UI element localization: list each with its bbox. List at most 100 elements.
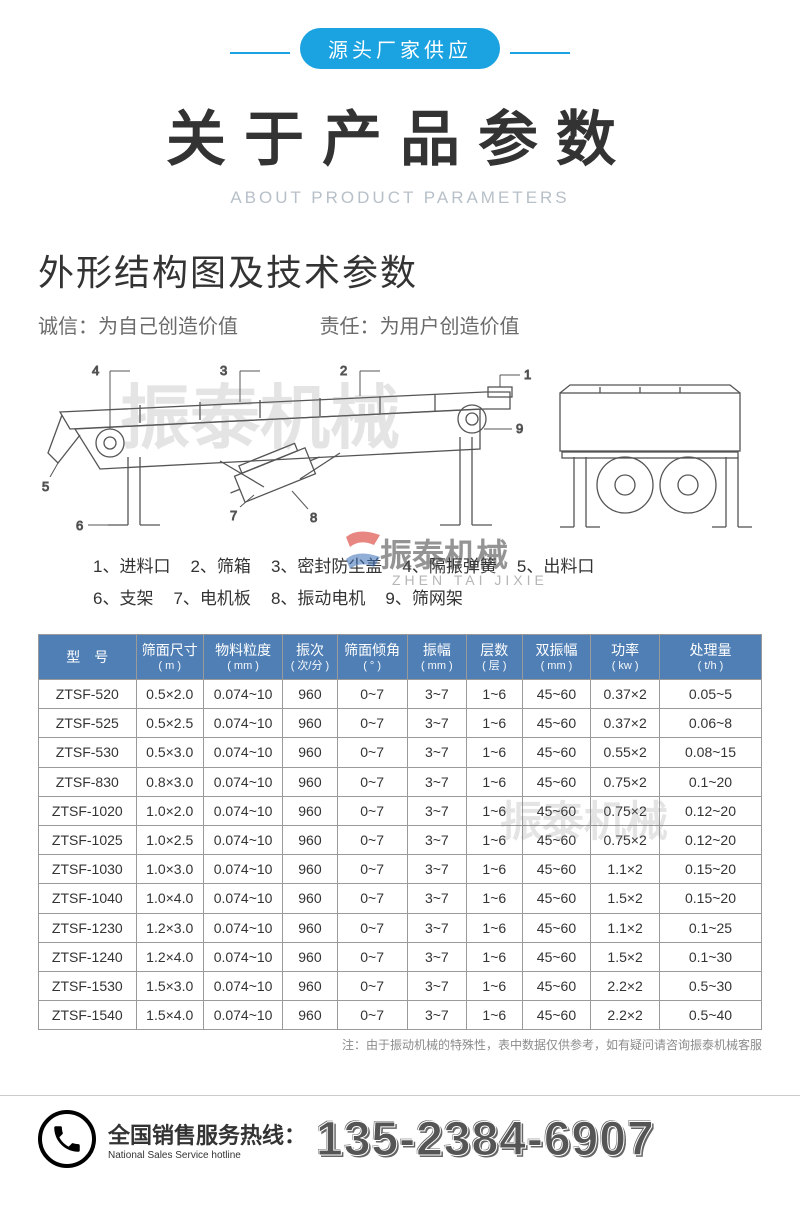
table-cell: 0.074~10 — [203, 971, 283, 1000]
callout-9: 9 — [516, 421, 523, 436]
table-cell: 1~6 — [466, 971, 522, 1000]
hotline-label-cn: 全国销售服务热线： — [108, 1118, 306, 1150]
table-row: ZTSF-5250.5×2.50.074~109600~73~71~645~60… — [39, 709, 762, 738]
table-cell: 45~60 — [522, 913, 591, 942]
table-row: ZTSF-5300.5×3.00.074~109600~73~71~645~60… — [39, 738, 762, 767]
table-cell: 0.5~40 — [659, 1001, 761, 1030]
table-cell: 3~7 — [407, 1001, 466, 1030]
table-cell: 1.1×2 — [591, 913, 660, 942]
table-cell: 1~6 — [466, 855, 522, 884]
table-cell: 960 — [283, 680, 337, 709]
badge-row: 源头厂家供应 — [38, 28, 762, 91]
table-cell: 0.074~10 — [203, 1001, 283, 1030]
table-cell: 960 — [283, 913, 337, 942]
table-cell: 1~6 — [466, 767, 522, 796]
table-cell: 0.75×2 — [591, 796, 660, 825]
table-cell: 960 — [283, 884, 337, 913]
table-cell: 45~60 — [522, 855, 591, 884]
table-cell: 0.074~10 — [203, 855, 283, 884]
table-cell: 45~60 — [522, 680, 591, 709]
table-cell: 45~60 — [522, 942, 591, 971]
table-row: ZTSF-12301.2×3.00.074~109600~73~71~645~6… — [39, 913, 762, 942]
table-cell: 45~60 — [522, 796, 591, 825]
table-row: ZTSF-15301.5×3.00.074~109600~73~71~645~6… — [39, 971, 762, 1000]
table-cell: ZTSF-1040 — [39, 884, 137, 913]
table-cell: 0~7 — [337, 884, 407, 913]
callout-3: 3 — [220, 363, 227, 378]
table-cell: 3~7 — [407, 738, 466, 767]
table-cell: 1~6 — [466, 1001, 522, 1030]
table-cell: 0.1~30 — [659, 942, 761, 971]
table-cell: 0~7 — [337, 942, 407, 971]
table-cell: ZTSF-1020 — [39, 796, 137, 825]
table-cell: 3~7 — [407, 855, 466, 884]
legend-item: 1、进料口 — [93, 557, 170, 576]
table-cell: 0.1~25 — [659, 913, 761, 942]
table-cell: ZTSF-1240 — [39, 942, 137, 971]
hotline-number: 135-2384-6907 — [316, 1112, 655, 1167]
section-heading: 外形结构图及技术参数 — [38, 244, 762, 296]
table-cell: 1~6 — [466, 680, 522, 709]
table-header: 双振幅( mm ) — [522, 634, 591, 679]
table-cell: 3~7 — [407, 709, 466, 738]
table-cell: 0.074~10 — [203, 767, 283, 796]
table-cell: 0~7 — [337, 738, 407, 767]
legend-item: 6、支架 — [93, 589, 153, 608]
table-cell: ZTSF-530 — [39, 738, 137, 767]
callout-1: 1 — [524, 367, 531, 382]
tagline-left-text: 为自己创造价值 — [98, 316, 238, 338]
table-cell: 45~60 — [522, 709, 591, 738]
legend-item: 3、密封防尘盖 — [271, 557, 382, 576]
structure-diagram: 1 2 3 4 5 6 7 8 9 — [38, 357, 762, 537]
legend-item: 7、电机板 — [173, 589, 250, 608]
table-cell: 0.074~10 — [203, 884, 283, 913]
table-cell: 2.2×2 — [591, 971, 660, 1000]
table-cell: 0.15~20 — [659, 884, 761, 913]
table-cell: 1.0×2.5 — [136, 826, 203, 855]
callout-8: 8 — [310, 510, 317, 525]
table-cell: 1~6 — [466, 942, 522, 971]
table-cell: 1.0×4.0 — [136, 884, 203, 913]
table-cell: ZTSF-1025 — [39, 826, 137, 855]
table-cell: ZTSF-830 — [39, 767, 137, 796]
hotline-label-en: National Sales Service hotline — [108, 1150, 306, 1161]
table-cell: 0.55×2 — [591, 738, 660, 767]
table-cell: 45~60 — [522, 767, 591, 796]
table-cell: 1~6 — [466, 738, 522, 767]
table-cell: 2.2×2 — [591, 1001, 660, 1030]
table-cell: 0.75×2 — [591, 767, 660, 796]
table-cell: 0.5~30 — [659, 971, 761, 1000]
table-cell: 0.074~10 — [203, 826, 283, 855]
table-cell: ZTSF-1530 — [39, 971, 137, 1000]
table-cell: 3~7 — [407, 796, 466, 825]
table-cell: 960 — [283, 855, 337, 884]
table-cell: 960 — [283, 942, 337, 971]
table-header: 筛面倾角( ° ) — [337, 634, 407, 679]
table-header: 筛面尺寸( m ) — [136, 634, 203, 679]
table-cell: 0.05~5 — [659, 680, 761, 709]
tagline-left-label: 诚信： — [38, 316, 98, 338]
phone-icon — [38, 1110, 96, 1168]
callout-6: 6 — [76, 518, 83, 533]
table-cell: 0~7 — [337, 709, 407, 738]
table-cell: ZTSF-1030 — [39, 855, 137, 884]
table-cell: 0.37×2 — [591, 709, 660, 738]
table-cell: 1.2×3.0 — [136, 913, 203, 942]
table-cell: 0~7 — [337, 913, 407, 942]
table-cell: 1~6 — [466, 913, 522, 942]
table-cell: 45~60 — [522, 884, 591, 913]
table-row: ZTSF-10201.0×2.00.074~109600~73~71~645~6… — [39, 796, 762, 825]
parameters-table: 型 号筛面尺寸( m )物料粒度( mm )振次( 次/分 )筛面倾角( ° )… — [38, 634, 762, 1031]
table-cell: 45~60 — [522, 826, 591, 855]
table-cell: 0.06~8 — [659, 709, 761, 738]
table-cell: 0~7 — [337, 767, 407, 796]
table-cell: 1.0×3.0 — [136, 855, 203, 884]
table-cell: 0.75×2 — [591, 826, 660, 855]
table-cell: 1~6 — [466, 796, 522, 825]
table-cell: 960 — [283, 971, 337, 1000]
table-cell: 1.5×3.0 — [136, 971, 203, 1000]
table-cell: 960 — [283, 1001, 337, 1030]
table-row: ZTSF-5200.5×2.00.074~109600~73~71~645~60… — [39, 680, 762, 709]
callout-5: 5 — [42, 479, 49, 494]
table-row: ZTSF-8300.8×3.00.074~109600~73~71~645~60… — [39, 767, 762, 796]
